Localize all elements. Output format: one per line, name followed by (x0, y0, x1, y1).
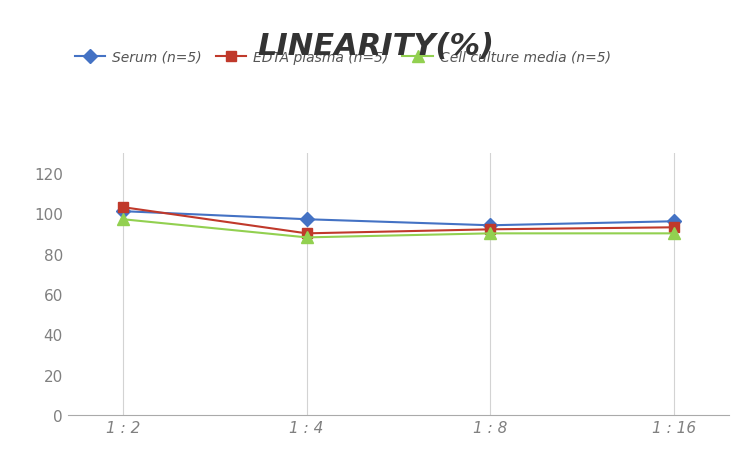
Cell culture media (n=5) (118, 217, 127, 222)
Serum (n=5) (118, 209, 127, 214)
Legend: Serum (n=5), EDTA plasma (n=5), Cell culture media (n=5): Serum (n=5), EDTA plasma (n=5), Cell cul… (74, 51, 611, 64)
Line: Cell culture media (n=5): Cell culture media (n=5) (117, 214, 680, 244)
Line: EDTA plasma (n=5): EDTA plasma (n=5) (118, 203, 679, 239)
Cell culture media (n=5) (486, 231, 495, 236)
Text: LINEARITY(%): LINEARITY(%) (257, 32, 495, 60)
Serum (n=5) (670, 219, 679, 225)
Line: Serum (n=5): Serum (n=5) (118, 207, 679, 230)
EDTA plasma (n=5) (118, 205, 127, 210)
EDTA plasma (n=5) (670, 225, 679, 230)
EDTA plasma (n=5) (486, 227, 495, 233)
Serum (n=5) (302, 217, 311, 222)
EDTA plasma (n=5) (302, 231, 311, 236)
Cell culture media (n=5) (670, 231, 679, 236)
Serum (n=5) (486, 223, 495, 229)
Cell culture media (n=5) (302, 235, 311, 240)
